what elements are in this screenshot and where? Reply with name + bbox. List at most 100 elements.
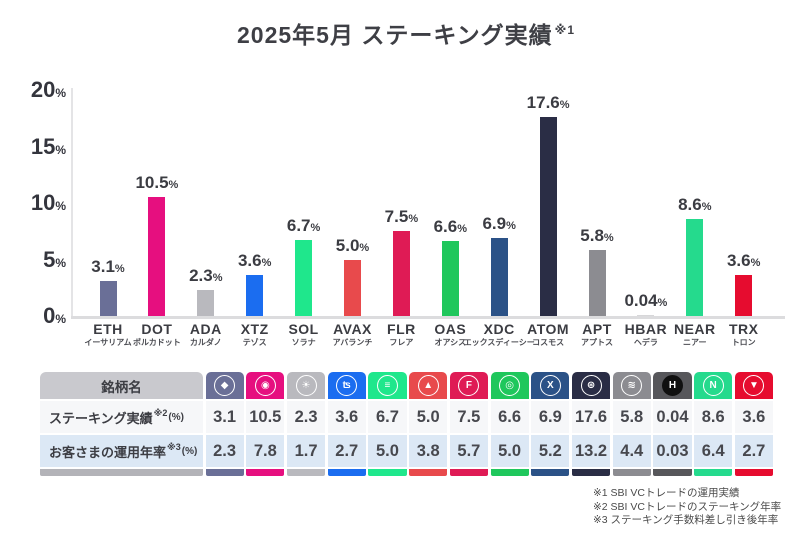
bar-category-label: ATOM [527, 321, 570, 337]
bar-category-label-ja: エックスディーシー [463, 338, 535, 347]
bar-avax [344, 259, 361, 316]
atom-icon: ⊛ [580, 375, 602, 396]
bar-category-label: APT [582, 321, 612, 337]
bar-category-label: AVAX [333, 321, 372, 337]
table-cell-sol: 6.7 [368, 401, 407, 433]
table-coin-header-apt: ≋ [612, 372, 651, 399]
table-cell-oas: 5.0 [490, 435, 529, 467]
x-axis-line [71, 316, 785, 319]
table-coin-header-eth: ◆ [205, 372, 244, 399]
table-coin-header-flr: F [449, 372, 488, 399]
bar-category-label-ja: イーサリアム [84, 338, 132, 347]
bar-category-label-ja: トロン [731, 338, 756, 347]
near-icon: N [702, 375, 724, 396]
table-cell-trx: 3.6 [734, 401, 773, 433]
table-cell-near: 6.4 [694, 435, 733, 467]
sol-icon: ≡ [376, 375, 398, 396]
table-cell-atom: 13.2 [571, 435, 611, 467]
dot-icon: ◉ [254, 375, 276, 396]
table-coin-header-oas: ◎ [490, 372, 529, 399]
bar-value-label: 17.6% [526, 93, 570, 113]
table-coin-header-near: N [694, 372, 733, 399]
bar-category-label: TRX [728, 321, 759, 337]
bar-value-label: 3.6% [726, 251, 761, 271]
table-color-stripe-xdc [531, 469, 570, 476]
bar-category-label-ja: ニアー [683, 338, 707, 347]
bar-value-label: 6.6% [433, 217, 467, 237]
table-coin-header-xtz: ʦ [327, 372, 366, 399]
table-cell-near: 8.6 [694, 401, 733, 433]
table-row-label: ステーキング実績 ※2 (%) [40, 401, 203, 433]
bar-category-label-ja: コスモス [532, 338, 565, 347]
table-color-stripe-flr [449, 469, 488, 476]
page-title-text: 2025年5月 ステーキング実績 [236, 22, 553, 48]
bar-value-label: 6.7% [286, 216, 321, 236]
bar-category-label: ADA [189, 321, 222, 337]
bar-atom [539, 117, 557, 316]
bar-value-label: 8.6% [678, 194, 712, 214]
y-axis-line [71, 88, 73, 318]
bar-value-label: 6.9% [482, 214, 516, 234]
table-color-stripe-near [694, 469, 733, 476]
table-cell-dot: 7.8 [246, 435, 285, 467]
bar-xdc [490, 238, 508, 316]
bar-category-label: XTZ [240, 321, 269, 337]
table-cell-eth: 2.3 [205, 435, 244, 467]
footnote-line: ※2 SBI VCトレードのステーキング年率 [593, 500, 782, 513]
bar-oas [441, 241, 459, 316]
bar-value-label: 0.04% [624, 291, 668, 310]
page-title-sup: ※1 [554, 23, 575, 37]
table-cell-ada: 2.3 [286, 401, 326, 433]
bar-category-label: ETH [93, 321, 123, 337]
bar-category-label: OAS [434, 321, 467, 337]
table-color-stripe-avax [409, 469, 448, 476]
table-cell-flr: 5.7 [449, 435, 488, 467]
bar-category-label: FLR [387, 321, 416, 337]
page-title: 2025年5月 ステーキング実績 ※1 [0, 16, 812, 50]
footnote-line: ※3 ステーキング手数料差し引き後年率 [593, 514, 779, 526]
bar-flr [392, 231, 410, 316]
table-cell-flr: 7.5 [449, 401, 488, 433]
bar-category-label-ja: オアシス [434, 338, 467, 347]
table-color-stripe-dot [246, 469, 285, 476]
bar-value-label: 5.8% [580, 226, 614, 246]
y-axis-tick: 0% [43, 303, 66, 328]
table-cell-sol: 5.0 [368, 435, 407, 467]
bar-ada [197, 290, 215, 316]
bar-apt [588, 250, 606, 316]
table-cell-hbar: 0.03 [653, 435, 692, 467]
apt-icon: ≋ [621, 375, 643, 396]
bar-category-label-ja: カルダノ [189, 338, 222, 347]
table-coin-header-avax: ▲ [409, 372, 448, 399]
table-cell-ada: 1.7 [286, 435, 326, 467]
table-coin-header-trx: ▼ [734, 372, 773, 399]
table-coin-header-sol: ≡ [368, 372, 407, 399]
ada-icon: ☀ [295, 375, 317, 396]
bar-category-label-ja: ポルカドット [133, 338, 181, 347]
avax-icon: ▲ [417, 375, 439, 396]
y-axis-tick: 5% [43, 246, 66, 272]
table-cell-atom: 17.6 [571, 401, 611, 433]
bar-category-label-ja: アプトス [581, 338, 613, 347]
bar-category-label: SOL [288, 321, 319, 337]
footnote-line: ※1 SBI VCトレードの運用実績 [593, 487, 740, 499]
table-cell-apt: 5.8 [612, 401, 651, 433]
table-color-stripe-eth [205, 469, 244, 476]
bar-category-label-ja: テゾス [242, 338, 267, 347]
table-cell-avax: 3.8 [409, 435, 448, 467]
bar-category-label: NEAR [673, 321, 716, 337]
hbar-icon: H [661, 375, 683, 396]
bar-sol [295, 240, 313, 316]
bar-category-label: DOT [141, 321, 173, 337]
table-row-label: お客さまの運用年率 ※3 (%) [40, 435, 203, 467]
bar-value-label: 7.5% [384, 207, 419, 227]
table-cell-xtz: 3.6 [327, 401, 366, 433]
table-cell-avax: 5.0 [409, 401, 448, 433]
table-cell-xdc: 6.9 [531, 401, 570, 433]
table-color-stripe-sol [368, 469, 407, 476]
bar-chart: 20% 15% 10% 5% 0% 3.1% ETH イーサリアム 10.5% DOT ポルカドット… [31, 77, 785, 347]
bar-value-label: 3.6% [237, 251, 272, 271]
bar-dot [148, 197, 166, 316]
table-color-stripe-trx [734, 469, 773, 476]
